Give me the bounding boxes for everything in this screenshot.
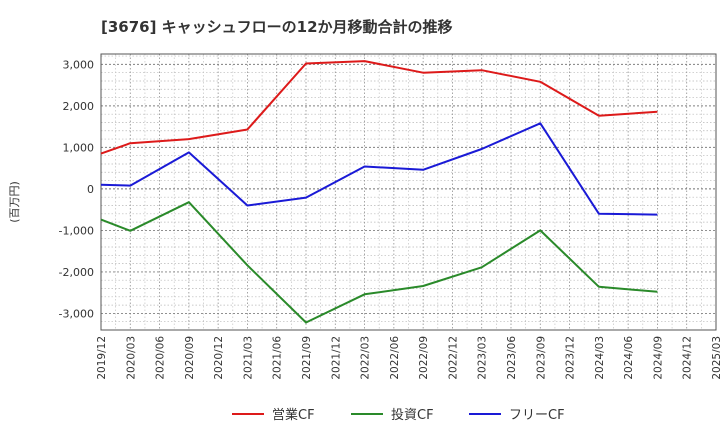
x-tick-label: 2020/09 — [184, 336, 196, 380]
x-tick-label: 2021/03 — [242, 336, 254, 380]
series-line-1 — [100, 60, 658, 155]
x-tick-label: 2022/03 — [360, 336, 372, 380]
series-line-3 — [100, 122, 658, 216]
x-tick-label: 2024/06 — [623, 336, 635, 380]
x-tick-label: 2024/12 — [682, 336, 694, 380]
x-tick-label: 2019/12 — [96, 336, 108, 380]
legend-item: 営業CF — [232, 407, 315, 423]
x-tick-label: 2021/12 — [330, 336, 342, 380]
x-tick-label: 2021/09 — [301, 336, 313, 380]
y-tick-label: -1,000 — [59, 224, 94, 237]
x-tick-label: 2025/03 — [711, 336, 720, 380]
y-axis-label: (百万円) — [8, 181, 21, 223]
x-tick-label: 2020/12 — [213, 336, 225, 380]
x-tick-label: 2023/09 — [535, 336, 547, 380]
x-tick-label: 2024/03 — [594, 336, 606, 380]
x-tick-label: 2024/09 — [652, 336, 664, 380]
plot-frame — [100, 53, 717, 331]
y-tick-label: -2,000 — [59, 266, 94, 279]
series-line-2 — [100, 201, 658, 324]
x-tick-label: 2022/09 — [418, 336, 430, 380]
y-tick-label: 0 — [87, 183, 94, 196]
y-tick-label: 2,000 — [63, 100, 95, 113]
x-tick-label: 2023/03 — [477, 336, 489, 380]
legend-label: 営業CF — [272, 407, 315, 423]
legend-item: 投資CF — [351, 407, 434, 423]
x-tick-label: 2022/06 — [389, 336, 401, 380]
y-tick-label: 3,000 — [63, 58, 95, 71]
y-tick-label: -3,000 — [59, 307, 94, 320]
legend-label: 投資CF — [391, 407, 434, 423]
y-tick-label: 1,000 — [63, 141, 95, 154]
x-tick-label: 2022/12 — [447, 336, 459, 380]
chart-title: [3676] キャッシュフローの12か月移動合計の推移 — [101, 18, 453, 36]
legend-label: フリーCF — [509, 408, 565, 423]
legend-item: フリーCF — [469, 408, 565, 423]
x-tick-label: 2023/12 — [565, 336, 577, 380]
x-tick-label: 2021/06 — [272, 336, 284, 380]
x-tick-label: 2023/06 — [506, 336, 518, 380]
x-tick-label: 2020/06 — [155, 336, 167, 380]
x-tick-label: 2020/03 — [125, 336, 137, 380]
